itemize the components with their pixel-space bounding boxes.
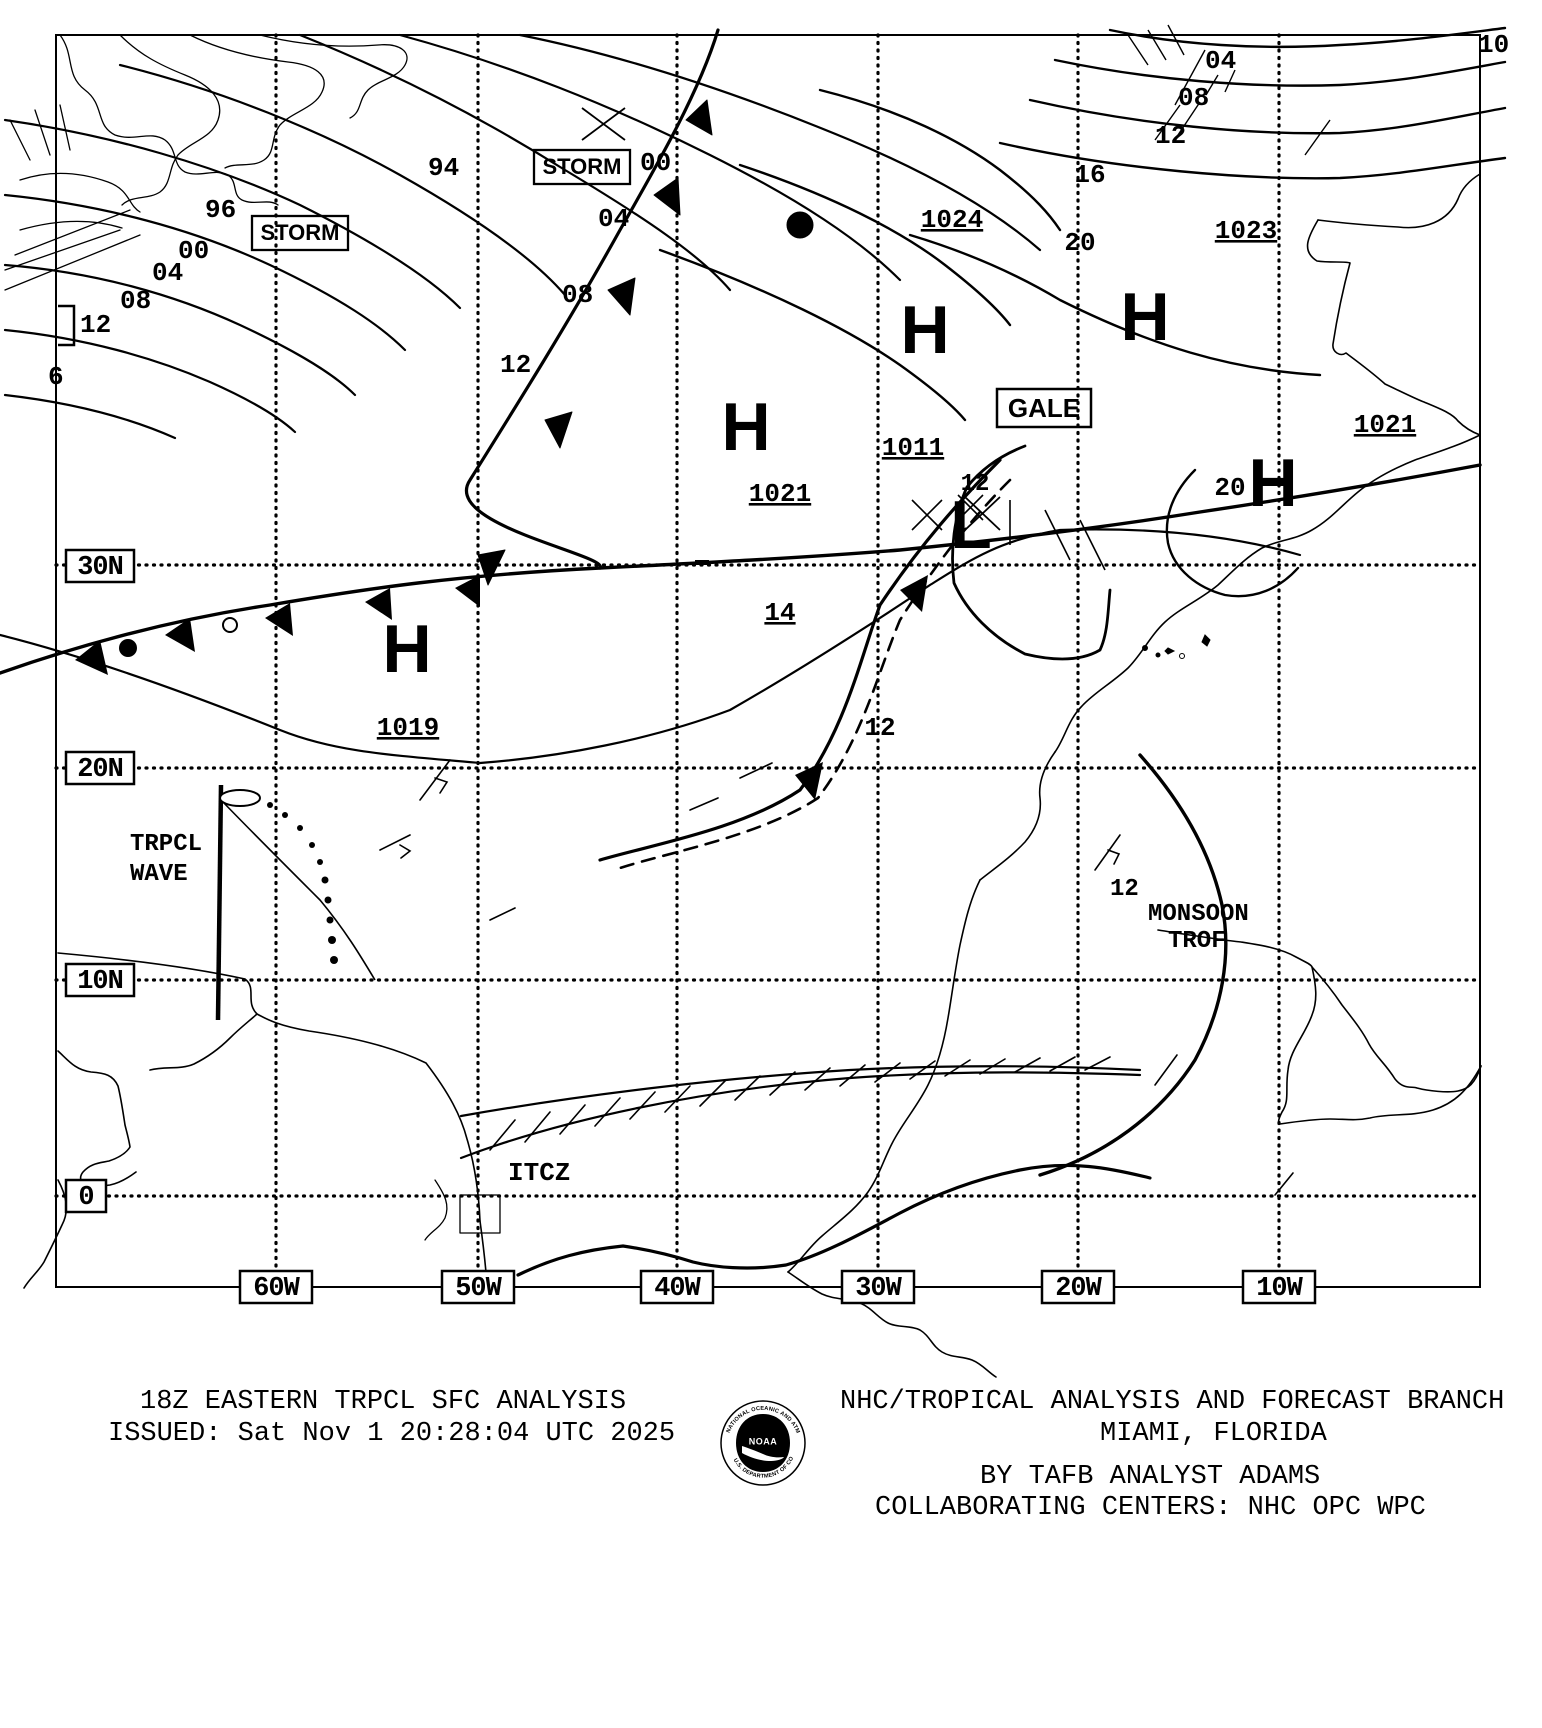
svg-text:96: 96 xyxy=(205,195,236,225)
svg-text:1024: 1024 xyxy=(921,205,983,235)
svg-text:10N: 10N xyxy=(77,967,123,997)
svg-text:NHC/TROPICAL ANALYSIS AND FORE: NHC/TROPICAL ANALYSIS AND FORECAST BRANC… xyxy=(840,1387,1504,1417)
svg-text:20W: 20W xyxy=(1055,1274,1102,1304)
svg-text:08: 08 xyxy=(1178,83,1209,113)
svg-text:H: H xyxy=(382,611,431,687)
svg-text:0: 0 xyxy=(78,1183,93,1213)
svg-text:40W: 40W xyxy=(654,1274,701,1304)
svg-text:12: 12 xyxy=(864,713,895,743)
svg-text:30N: 30N xyxy=(77,553,123,583)
svg-text:WAVE: WAVE xyxy=(130,861,188,888)
svg-text:STORM: STORM xyxy=(260,220,339,245)
svg-text:TRPCL: TRPCL xyxy=(130,831,202,858)
svg-text:1021: 1021 xyxy=(1354,410,1416,440)
svg-text:ITCZ: ITCZ xyxy=(508,1158,570,1188)
svg-text:H: H xyxy=(1120,279,1169,355)
svg-text:MIAMI, FLORIDA: MIAMI, FLORIDA xyxy=(1100,1419,1328,1449)
svg-text:60W: 60W xyxy=(253,1274,300,1304)
svg-text:H: H xyxy=(721,389,770,465)
svg-text:30W: 30W xyxy=(855,1274,902,1304)
svg-text:ISSUED: Sat Nov 1 20:28:04 UT: ISSUED: Sat Nov 1 20:28:04 UTC 2025 xyxy=(108,1419,675,1449)
svg-text:H: H xyxy=(1248,445,1297,521)
svg-text:1023: 1023 xyxy=(1215,216,1277,246)
svg-text:04: 04 xyxy=(1205,46,1236,76)
svg-text:BY TAFB ANALYST ADAMS: BY TAFB ANALYST ADAMS xyxy=(980,1462,1320,1492)
svg-text:1019: 1019 xyxy=(377,713,439,743)
svg-text:14: 14 xyxy=(764,598,795,628)
svg-text:18Z EASTERN TRPCL SFC ANALYSIS: 18Z EASTERN TRPCL SFC ANALYSIS xyxy=(140,1387,626,1417)
svg-text:20: 20 xyxy=(1214,473,1245,503)
svg-text:12: 12 xyxy=(500,350,531,380)
svg-text:20N: 20N xyxy=(77,755,123,785)
svg-text:GALE: GALE xyxy=(1008,393,1080,423)
svg-text:COLLABORATING CENTERS: NHC OP: COLLABORATING CENTERS: NHC OPC WPC xyxy=(875,1493,1426,1523)
svg-text:6: 6 xyxy=(48,362,64,392)
svg-text:MONSOON: MONSOON xyxy=(1148,901,1249,928)
svg-text:00: 00 xyxy=(640,148,671,178)
svg-text:NOAA: NOAA xyxy=(749,1437,778,1447)
svg-text:1021: 1021 xyxy=(749,479,811,509)
svg-text:TROF: TROF xyxy=(1168,928,1226,955)
svg-text:10: 10 xyxy=(1478,30,1509,60)
svg-text:94: 94 xyxy=(428,153,459,183)
svg-text:20: 20 xyxy=(1064,228,1095,258)
svg-text:10W: 10W xyxy=(1256,1274,1303,1304)
svg-text:50W: 50W xyxy=(455,1274,502,1304)
svg-text:12: 12 xyxy=(1110,876,1139,903)
svg-text:1011: 1011 xyxy=(882,433,944,463)
svg-text:STORM: STORM xyxy=(542,154,621,179)
svg-text:04: 04 xyxy=(152,258,183,288)
svg-text:H: H xyxy=(900,292,949,368)
svg-text:12: 12 xyxy=(80,310,111,340)
